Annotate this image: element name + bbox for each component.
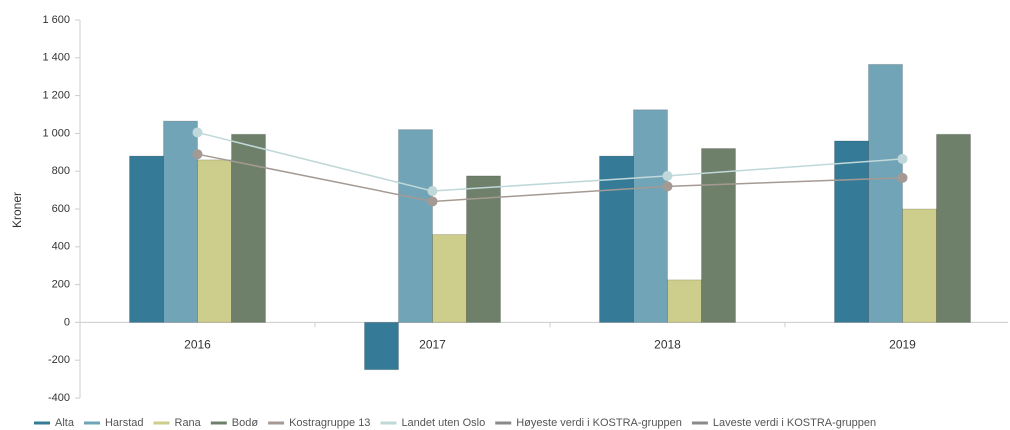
bar <box>834 140 869 323</box>
y-tick-label: 0 <box>64 316 70 328</box>
x-tick-label: 2019 <box>889 338 916 352</box>
legend-label: Landet uten Oslo <box>401 417 485 429</box>
legend-label: Høyeste verdi i KOSTRA-gruppen <box>516 417 682 429</box>
line-point <box>897 153 908 164</box>
y-tick-label: 800 <box>52 165 70 177</box>
line-point <box>192 127 203 138</box>
bar <box>197 159 232 323</box>
line <box>197 153 903 203</box>
y-tick-label: 600 <box>52 203 70 215</box>
x-tick-label: 2018 <box>654 338 681 352</box>
x-tick-label: 2016 <box>184 338 211 352</box>
line-point <box>897 172 908 183</box>
line-point <box>662 181 673 192</box>
y-tick-label: -400 <box>48 392 70 404</box>
bar <box>667 279 702 323</box>
bar <box>902 208 937 323</box>
line <box>197 131 903 192</box>
legend-label: Alta <box>55 417 75 429</box>
y-tick-label: 200 <box>52 279 70 291</box>
bar <box>398 129 433 323</box>
y-tick-label: 400 <box>52 241 70 253</box>
line-point <box>427 196 438 207</box>
y-tick-label: -200 <box>48 354 70 366</box>
y-axis-label: Kroner <box>10 192 24 228</box>
bar <box>599 155 634 323</box>
bar <box>432 234 467 323</box>
x-tick-label: 2017 <box>419 338 446 352</box>
line-point <box>662 170 673 181</box>
bar <box>633 109 668 323</box>
bar <box>466 175 501 323</box>
bar <box>231 133 266 323</box>
bar <box>936 133 971 323</box>
bar <box>701 148 736 323</box>
bar <box>163 120 198 323</box>
legend-label: Bodø <box>232 417 259 429</box>
bar <box>129 155 164 323</box>
legend-label: Rana <box>175 417 202 429</box>
y-tick-label: 1 200 <box>42 90 70 102</box>
legend-label: Kostragruppe 13 <box>289 417 370 429</box>
line-point <box>427 186 438 197</box>
bar <box>868 63 903 323</box>
line-point <box>192 149 203 160</box>
legend-label: Harstad <box>105 417 144 429</box>
bar <box>364 321 399 371</box>
legend-label: Laveste verdi i KOSTRA-gruppen <box>713 417 876 429</box>
y-tick-label: 1 400 <box>42 52 70 64</box>
y-tick-label: 1 600 <box>42 14 70 26</box>
y-tick-label: 1 000 <box>42 127 70 139</box>
